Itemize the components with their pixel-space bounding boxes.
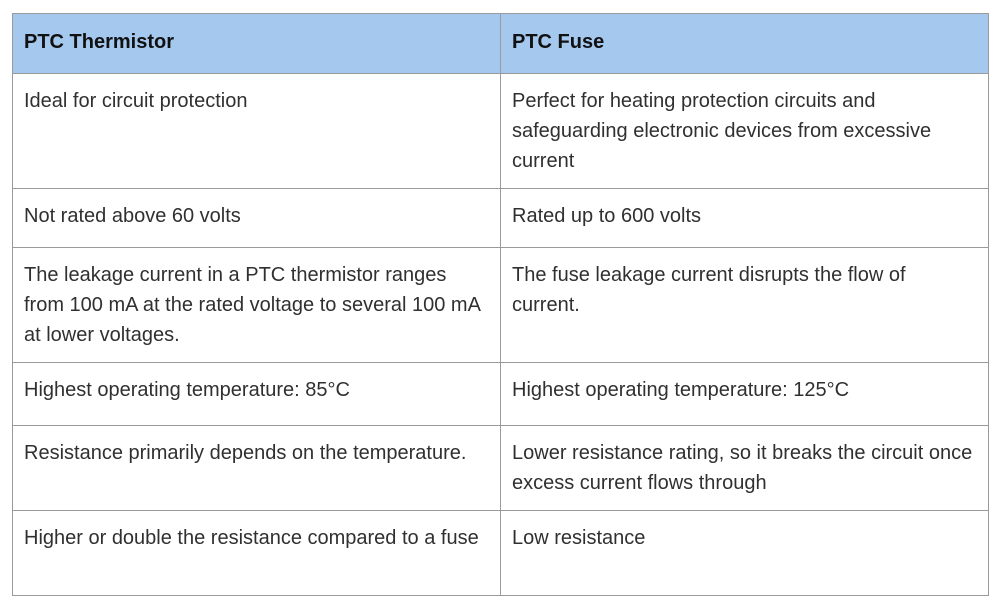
table-row: Not rated above 60 volts Rated up to 600…: [12, 188, 989, 248]
header-ptc-thermistor: PTC Thermistor: [12, 13, 501, 74]
fuse-cell: The fuse leakage current disrupts the fl…: [500, 247, 989, 363]
header-row: PTC Thermistor PTC Fuse: [12, 13, 989, 74]
thermistor-cell: Resistance primarily depends on the temp…: [12, 425, 501, 511]
fuse-cell: Low resistance: [500, 510, 989, 596]
table-row: The leakage current in a PTC thermistor …: [12, 247, 989, 363]
thermistor-cell: Not rated above 60 volts: [12, 188, 501, 248]
fuse-cell: Perfect for heating protection circuits …: [500, 73, 989, 189]
thermistor-cell: Higher or double the resistance compared…: [12, 510, 501, 596]
fuse-cell: Highest operating temperature: 125°C: [500, 362, 989, 426]
table-row: Ideal for circuit protection Perfect for…: [12, 73, 989, 189]
comparison-table: PTC Thermistor PTC Fuse Ideal for circui…: [12, 13, 989, 596]
fuse-cell: Lower resistance rating, so it breaks th…: [500, 425, 989, 511]
thermistor-cell: The leakage current in a PTC thermistor …: [12, 247, 501, 363]
header-ptc-fuse: PTC Fuse: [500, 13, 989, 74]
thermistor-cell: Ideal for circuit protection: [12, 73, 501, 189]
table-row: Resistance primarily depends on the temp…: [12, 425, 989, 511]
thermistor-cell: Highest operating temperature: 85°C: [12, 362, 501, 426]
fuse-cell: Rated up to 600 volts: [500, 188, 989, 248]
table-header: PTC Thermistor PTC Fuse: [12, 13, 989, 74]
table-row: Highest operating temperature: 85°C High…: [12, 362, 989, 426]
table-body: Ideal for circuit protection Perfect for…: [12, 73, 989, 596]
table-row: Higher or double the resistance compared…: [12, 510, 989, 596]
